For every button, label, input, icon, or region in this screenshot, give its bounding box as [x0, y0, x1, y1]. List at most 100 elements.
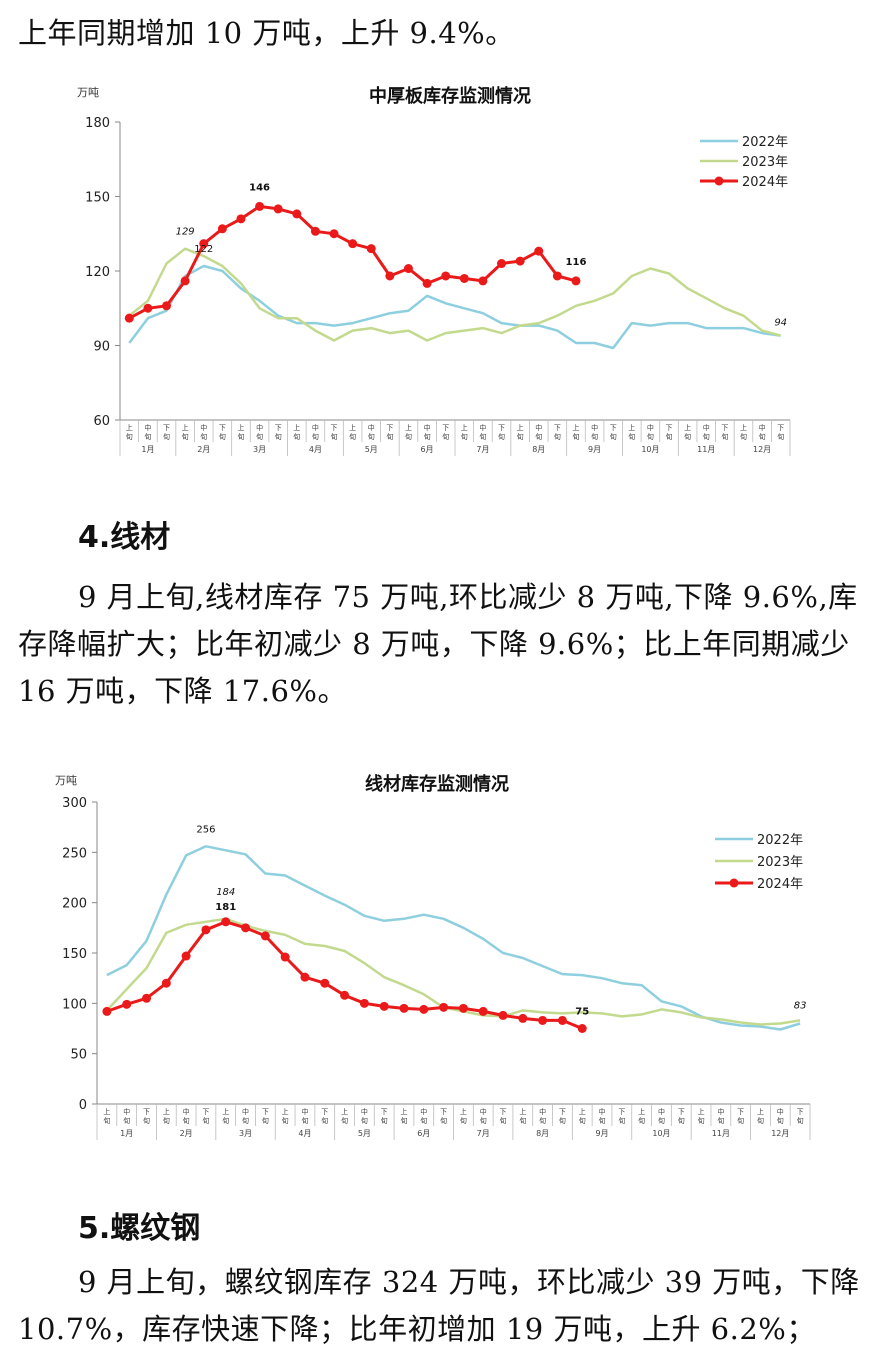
x-tick-label-bottom: 旬: [381, 1116, 388, 1125]
x-tick-label-top: 下: [386, 424, 393, 432]
x-tick-label-top: 中: [703, 423, 710, 432]
x-tick-label-bottom: 旬: [440, 1116, 447, 1125]
x-tick-label-bottom: 旬: [559, 1116, 566, 1125]
x-tick-label-top: 中: [123, 1107, 130, 1116]
month-label: 10月: [641, 445, 659, 454]
x-tick-label-top: 下: [321, 1108, 328, 1116]
data-point-2024: [255, 201, 265, 211]
month-label: 6月: [421, 445, 434, 454]
data-label: 146: [249, 182, 270, 193]
x-tick-label-bottom: 旬: [262, 1116, 269, 1125]
x-tick-label-top: 中: [242, 1107, 249, 1116]
x-tick-label-bottom: 旬: [777, 432, 784, 441]
x-tick-label-top: 上: [638, 1107, 645, 1116]
data-label: 184: [216, 887, 235, 898]
x-tick-label-top: 中: [144, 423, 151, 432]
x-tick-label-bottom: 旬: [144, 432, 151, 441]
month-label: 3月: [239, 1129, 252, 1138]
x-tick-label-bottom: 旬: [554, 432, 561, 441]
x-tick-label-bottom: 旬: [618, 1116, 625, 1125]
data-point-2024: [201, 925, 211, 935]
month-label: 4月: [298, 1129, 311, 1138]
data-point-2024: [181, 951, 191, 961]
data-point-2024: [329, 229, 339, 239]
x-tick-label-top: 下: [202, 1108, 209, 1116]
x-tick-label-bottom: 旬: [202, 1116, 209, 1125]
y-tick-label: 100: [62, 997, 87, 1012]
x-tick-label-top: 下: [559, 1108, 566, 1116]
series-line-2023年: [128, 247, 782, 342]
y-tick-label: 120: [85, 265, 110, 280]
data-point-2024: [385, 271, 395, 281]
data-point-2024: [102, 1006, 112, 1016]
chart-title: 中厚板库存监测情况: [369, 85, 531, 107]
x-tick-label-top: 上: [405, 423, 412, 432]
x-tick-label-bottom: 旬: [684, 432, 691, 441]
data-point-2024: [422, 278, 432, 288]
month-label: 7月: [477, 1129, 490, 1138]
data-point-2024: [518, 1013, 528, 1023]
x-tick-label-top: 中: [312, 423, 319, 432]
x-tick-label-bottom: 旬: [759, 432, 766, 441]
x-tick-label-top: 中: [535, 423, 542, 432]
x-tick-label-bottom: 旬: [599, 1116, 606, 1125]
chart-title: 线材库存监测情况: [365, 773, 509, 795]
x-tick-label-bottom: 旬: [368, 432, 375, 441]
y-tick-label: 90: [93, 340, 110, 355]
x-tick-label-bottom: 旬: [535, 432, 542, 441]
x-tick-label-top: 中: [599, 1107, 606, 1116]
x-tick-label-top: 中: [256, 423, 263, 432]
data-point-2024: [439, 1002, 449, 1012]
x-tick-label-bottom: 旬: [183, 1116, 190, 1125]
steel-plate-inventory-chart: 中厚板库存监测情况万吨6090120150180上旬中旬下旬上旬中旬下旬上旬中旬…: [77, 85, 791, 456]
data-label: 129: [176, 227, 195, 238]
month-label: 9月: [588, 445, 601, 454]
data-point-2024: [459, 273, 469, 283]
x-tick-label-top: 下: [381, 1108, 388, 1116]
x-tick-label-top: 上: [163, 1107, 170, 1116]
data-point-2024: [557, 1015, 567, 1025]
data-point-2024: [310, 226, 320, 236]
x-tick-label-top: 中: [368, 423, 375, 432]
month-label: 2月: [197, 445, 210, 454]
x-tick-label-top: 上: [519, 1107, 526, 1116]
data-point-2024: [458, 1003, 468, 1013]
x-tick-label-bottom: 旬: [737, 1116, 744, 1125]
data-point-2024: [497, 259, 507, 269]
x-tick-label-bottom: 旬: [519, 1116, 526, 1125]
data-point-2024: [515, 256, 525, 266]
data-point-2024: [180, 276, 190, 286]
x-tick-label-top: 上: [461, 423, 468, 432]
x-tick-label-bottom: 旬: [222, 1116, 229, 1125]
paragraph-rebar: 9 月上旬，螺纹钢库存 324 万吨，环比减少 39 万吨，下降 10.7%，库…: [18, 1265, 860, 1346]
x-tick-label-top: 中: [200, 423, 207, 432]
section-heading-wire-rod: 4.线材: [78, 520, 171, 555]
x-tick-label-top: 下: [666, 424, 673, 432]
x-tick-label-top: 上: [757, 1107, 764, 1116]
month-label: 11月: [697, 445, 715, 454]
data-point-2024: [478, 1006, 488, 1016]
x-tick-label-bottom: 旬: [717, 1116, 724, 1125]
x-tick-label-bottom: 旬: [282, 1116, 289, 1125]
data-point-2024: [221, 917, 231, 927]
x-tick-label-top: 下: [331, 424, 338, 432]
data-point-2024: [399, 1003, 409, 1013]
x-tick-label-top: 下: [442, 424, 449, 432]
data-point-2024: [571, 276, 581, 286]
legend-marker: [729, 878, 739, 888]
x-tick-label-bottom: 旬: [163, 1116, 170, 1125]
month-label: 3月: [253, 445, 266, 454]
x-tick-label-bottom: 旬: [143, 1116, 150, 1125]
x-tick-label-top: 上: [572, 423, 579, 432]
data-point-2024: [236, 214, 246, 224]
x-tick-label-bottom: 旬: [242, 1116, 249, 1125]
month-label: 10月: [652, 1129, 670, 1138]
x-tick-label-top: 上: [740, 423, 747, 432]
x-tick-label-bottom: 旬: [721, 432, 728, 441]
x-tick-label-top: 下: [610, 424, 617, 432]
x-tick-label-bottom: 旬: [420, 1116, 427, 1125]
y-tick-label: 0: [79, 1098, 87, 1113]
x-tick-label-bottom: 旬: [777, 1116, 784, 1125]
y-tick-label: 250: [62, 846, 87, 861]
x-tick-label-bottom: 旬: [539, 1116, 546, 1125]
